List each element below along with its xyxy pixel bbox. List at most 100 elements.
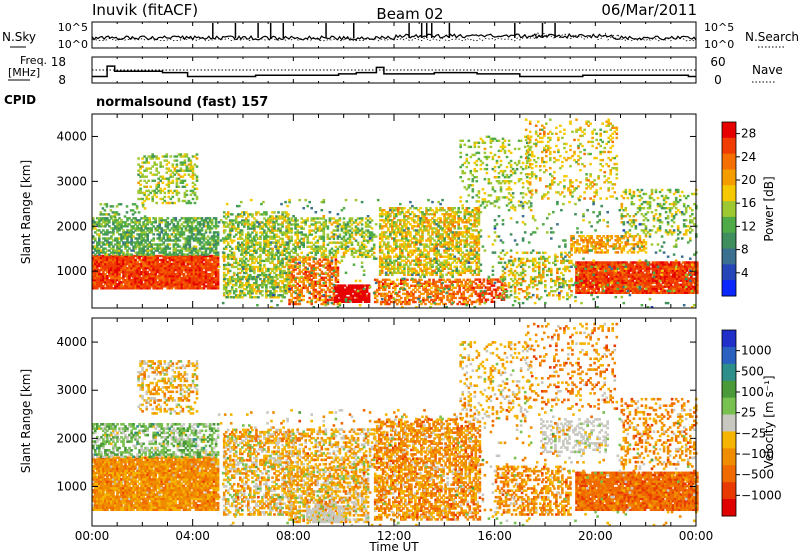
data-cell: [202, 247, 206, 250]
data-cell: [157, 171, 160, 174]
data-cell: [176, 281, 180, 284]
data-cell: [302, 233, 305, 236]
data-cell: [198, 247, 202, 250]
data-cell: [98, 281, 101, 284]
data-cell: [158, 239, 161, 242]
data-cell: [165, 153, 169, 156]
data-cell: [269, 296, 272, 299]
data-cell: [322, 233, 326, 236]
data-cell: [259, 231, 262, 234]
data-cell: [237, 279, 240, 283]
data-cell: [113, 213, 117, 216]
data-cell: [198, 243, 202, 246]
data-cell: [384, 245, 388, 248]
data-cell: [426, 288, 429, 292]
data-cell: [267, 219, 270, 222]
data-cell: [204, 237, 208, 240]
data-cell: [172, 266, 176, 270]
data-cell: [337, 286, 341, 289]
data-cell: [120, 285, 123, 288]
data-cell: [202, 245, 206, 248]
data-cell: [126, 243, 129, 246]
data-cell: [174, 287, 178, 290]
data-cell: [415, 225, 418, 228]
data-cell: [128, 241, 131, 244]
data-cell: [306, 300, 309, 304]
data-cell: [348, 229, 352, 232]
data-cell: [385, 278, 389, 281]
data-cell: [146, 262, 149, 266]
data-cell: [333, 298, 337, 301]
data-cell: [281, 221, 284, 224]
data-cell: [253, 217, 256, 220]
data-cell: [164, 260, 168, 264]
data-cell: [210, 219, 214, 222]
data-cell: [106, 262, 109, 266]
data-cell: [176, 273, 180, 276]
data-cell: [395, 267, 398, 270]
data-cell: [378, 215, 382, 218]
data-cell: [145, 159, 148, 162]
data-cell: [239, 235, 242, 238]
data-cell: [108, 249, 111, 252]
data-cell: [208, 251, 212, 254]
data-cell: [100, 245, 103, 248]
data-cell: [239, 296, 242, 299]
data-cell: [146, 253, 149, 256]
data-cell: [283, 243, 286, 246]
data-cell: [160, 227, 164, 230]
data-cell: [183, 191, 187, 195]
data-cell: [230, 225, 234, 228]
data-cell: [257, 211, 260, 214]
data-cell: [192, 279, 196, 282]
data-cell: [247, 227, 250, 230]
data-cell: [166, 266, 170, 270]
data-cell: [287, 213, 290, 216]
data-cell: [187, 157, 191, 160]
data-cell: [116, 283, 119, 286]
data-cell: [433, 249, 436, 252]
data-cell: [146, 229, 149, 232]
data-cell: [399, 223, 402, 226]
data-cell: [161, 155, 165, 158]
data-cell: [418, 278, 421, 281]
data-cell: [273, 253, 276, 257]
data-cell: [160, 247, 164, 250]
data-cell: [171, 191, 175, 195]
data-cell: [314, 288, 318, 292]
data-cell: [138, 241, 141, 244]
data-cell: [332, 272, 336, 275]
data-cell: [353, 286, 357, 289]
data-cell: [395, 255, 398, 258]
data-cell: [399, 245, 402, 248]
data-cell: [330, 282, 334, 285]
data-cell: [403, 269, 406, 272]
data-cell: [193, 201, 197, 205]
data-cell: [448, 292, 451, 296]
data-cell: [222, 271, 226, 275]
data-cell: [363, 294, 367, 297]
data-cell: [322, 264, 326, 267]
data-cell: [208, 256, 212, 260]
data-cell: [180, 264, 184, 268]
data-cell: [296, 258, 299, 261]
data-cell: [170, 239, 174, 242]
data-cell: [302, 239, 305, 242]
data-cell: [425, 273, 428, 276]
data-cell: [104, 260, 107, 264]
data-cell: [191, 181, 195, 184]
data-cell: [318, 221, 322, 224]
data-cell: [346, 221, 350, 224]
data-cell: [185, 155, 189, 158]
data-cell: [298, 288, 301, 292]
data-cell: [162, 241, 166, 244]
data-cell: [449, 219, 452, 222]
data-cell: [162, 264, 166, 268]
data-cell: [350, 231, 354, 234]
data-cell: [408, 298, 411, 302]
data-cell: [208, 227, 212, 230]
data-cell: [130, 256, 133, 260]
data-cell: [132, 287, 135, 290]
data-cell: [150, 251, 153, 254]
data-cell: [148, 217, 151, 220]
